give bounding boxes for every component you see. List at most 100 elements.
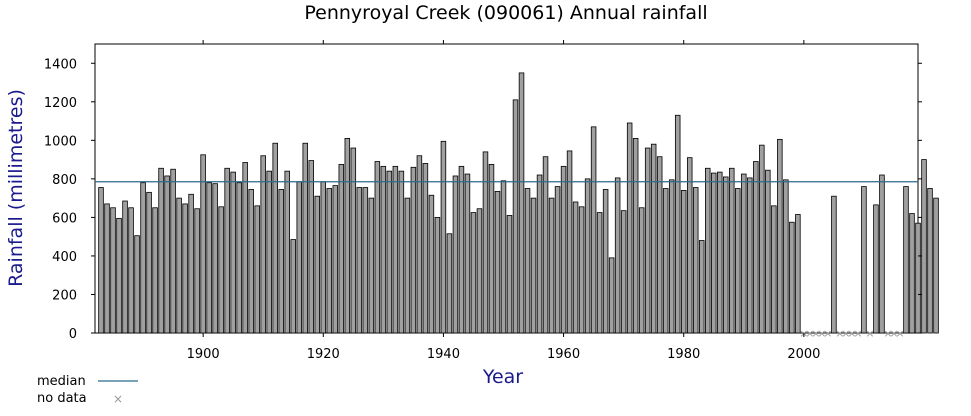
bar [176,197,182,334]
bar [596,212,603,334]
bar [530,197,537,334]
bar [915,222,921,334]
bar [122,200,128,334]
y-tick-label: 400 [52,250,77,265]
bar [164,175,170,334]
bar [440,140,447,334]
bar [542,156,549,334]
nodata-marker: × [811,327,820,340]
bar [741,173,747,334]
bar [759,144,765,334]
bar [632,138,639,334]
bar [128,207,134,334]
legend-nodata-marker: × [113,392,123,406]
legend-median-label: median [37,374,86,389]
x-tick-label: 2000 [787,347,820,362]
bar [182,203,188,334]
legend: median no data × [37,374,138,406]
y-tick-label: 800 [52,173,77,188]
nodata-marker: × [823,327,832,340]
bar [680,190,687,334]
bar [494,190,501,334]
bar [476,208,483,334]
bar [482,151,489,334]
bar [374,161,381,334]
y-tick-label: 600 [52,211,77,226]
bar [536,174,543,334]
legend-nodata-label: no data [37,391,87,406]
bar [692,187,699,334]
bar [320,181,327,334]
bar [362,187,369,334]
plot-area: ××××× ×××× × ×××020040060080010001200140019… [44,40,939,362]
bar [332,185,339,334]
bar [110,207,116,334]
bar [350,147,357,334]
bar [590,126,597,334]
y-tick-label: 200 [52,288,77,303]
chart-title: Pennyroyal Creek (090061) Annual rainfal… [304,2,707,24]
bar [500,180,507,334]
bar [428,194,435,334]
bar [230,171,236,334]
bar [753,161,759,334]
x-axis-label: Year [482,366,523,388]
bar [506,215,513,334]
bar [212,183,218,334]
bar [302,142,308,334]
bar [158,167,164,334]
bar [152,207,158,334]
bar [614,177,621,334]
bar [416,155,423,334]
bar [578,206,585,334]
bar [668,179,675,334]
bar [602,189,609,334]
bar [608,257,615,334]
bar [344,138,351,334]
bar [422,163,429,334]
bar [404,197,411,334]
bar [873,204,879,334]
bar [747,177,753,334]
bar [446,233,453,334]
bar [795,214,801,334]
y-tick-label: 0 [69,327,77,342]
bar [765,169,771,334]
bar [392,165,399,334]
bar [560,165,567,334]
bar [260,155,266,334]
x-tick-label: 1940 [427,347,460,362]
bar [206,182,212,334]
bar [194,208,200,334]
bar [224,167,230,334]
nodata-marker: × [853,327,862,340]
bar [698,240,705,334]
bar [638,207,645,334]
nodata-marker: × [817,327,826,340]
bar [650,143,657,334]
bar [452,175,459,334]
bar [735,188,741,334]
bar [98,187,104,334]
nodata-marker: × [847,327,856,340]
bar [548,197,555,334]
bar [771,205,777,334]
bar [356,187,363,334]
bar [626,122,633,334]
bar [338,164,345,334]
bar [554,186,561,334]
bar [188,193,194,334]
plot-frame [94,43,919,334]
bar [308,160,315,334]
bar [410,166,417,334]
bar [879,174,885,334]
bar [524,188,531,334]
bar [572,201,579,334]
x-tick-label: 1960 [547,347,580,362]
y-tick-label: 1400 [44,57,77,72]
x-tick-label: 1900 [187,347,220,362]
bar [933,197,939,334]
bar [488,164,495,334]
bar [921,159,927,334]
bar [434,216,441,334]
